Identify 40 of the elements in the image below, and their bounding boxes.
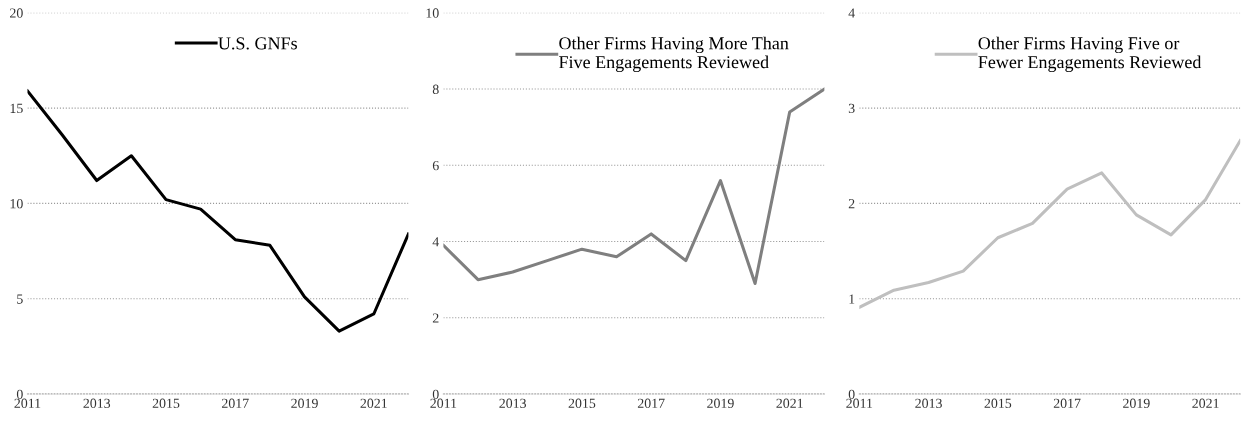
y-tick-label: 6	[432, 160, 439, 171]
line-series	[443, 87, 825, 286]
line-series	[859, 138, 1241, 309]
y-tick-label: 0	[432, 389, 439, 400]
x-tick-label: 2011	[846, 398, 873, 408]
x-tick-label: 2019	[707, 398, 734, 408]
x-tick-label: 2011	[430, 398, 457, 408]
x-tick-label: 2019	[1123, 398, 1150, 408]
y-tick-label: 15	[10, 103, 23, 114]
x-tick-label: 2015	[152, 398, 180, 408]
x-tick-label: 2013	[915, 398, 942, 408]
y-tick-label: 3	[848, 103, 855, 114]
y-tick-label: 5	[17, 294, 23, 304]
x-tick-label: 2017	[637, 398, 665, 408]
legend-label: Other Firms Having Five or Fewer Engagements Reviewed	[978, 36, 1202, 73]
x-tick-label: 2019	[291, 398, 318, 408]
line-series	[27, 89, 409, 333]
x-tick-label: 2021	[776, 398, 803, 408]
y-tick-label: 4	[848, 8, 855, 18]
x-tick-label: 2015	[984, 398, 1012, 408]
x-tick-label: 2015	[568, 398, 596, 408]
y-tick-label: 2	[848, 199, 855, 209]
y-tick-label: 8	[432, 84, 439, 94]
legend-label: Other Firms Having More Than Five Engagements Reviewed	[559, 36, 789, 73]
legend-label: U.S. GNFs	[218, 37, 297, 50]
y-tick-label: 10	[10, 199, 23, 209]
x-tick-label: 2011	[14, 398, 41, 408]
x-tick-label: 2017	[221, 398, 249, 408]
x-tick-label: 2021	[1192, 398, 1219, 408]
y-tick-label: 0	[848, 389, 855, 400]
x-tick-label: 2017	[1053, 398, 1081, 408]
y-tick-label: 2	[432, 313, 439, 323]
x-tick-label: 2013	[83, 398, 111, 408]
x-tick-label: 2021	[360, 398, 387, 408]
y-tick-label: 4	[432, 237, 440, 247]
y-tick-label: 20	[10, 8, 23, 18]
x-tick-label: 2013	[499, 398, 526, 408]
y-tick-label: 1	[849, 294, 855, 304]
y-tick-label: 0	[16, 389, 23, 400]
y-tick-label: 10	[426, 8, 439, 18]
